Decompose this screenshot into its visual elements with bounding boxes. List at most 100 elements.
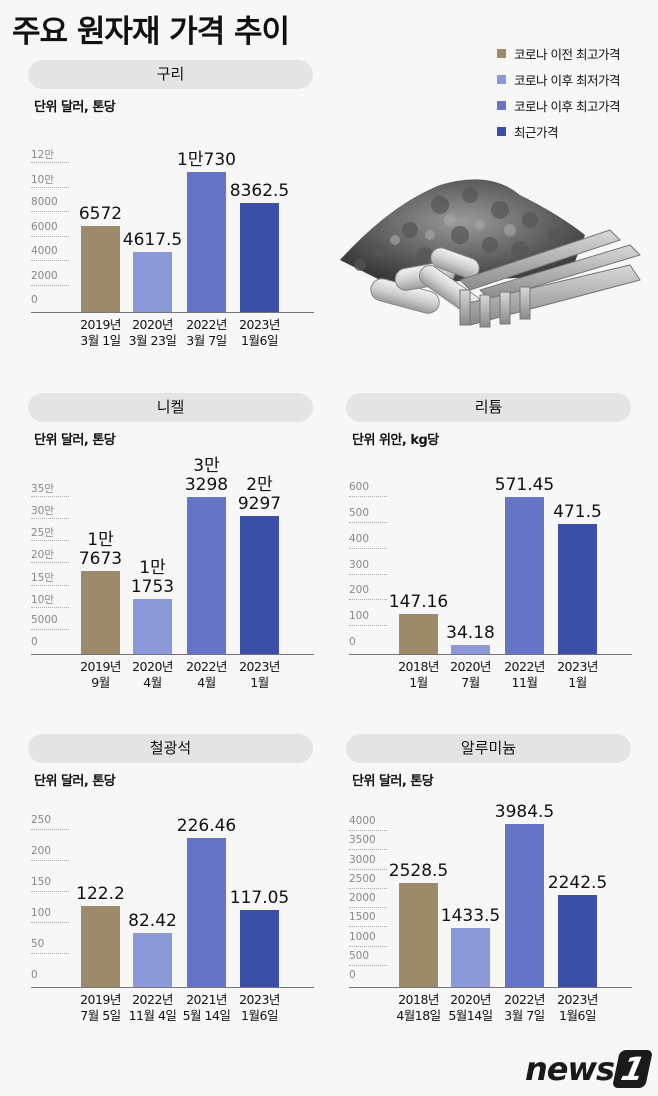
bar-value-line: 2242.5 <box>547 873 608 894</box>
x-category-line: 3월 23일 <box>128 333 177 348</box>
y-tick-label: 100 <box>31 907 69 923</box>
unit-label: 단위 달러, 톤당 <box>34 433 116 448</box>
x-category-label: 2022년 11월 4일 <box>118 992 188 1024</box>
y-tick-label: 600 <box>349 481 387 497</box>
legend-item: 코로나 이후 최저가격 <box>497 66 620 92</box>
x-category-line: 9월 <box>91 675 110 690</box>
y-tick-label: 0 <box>31 969 38 981</box>
y-tick-label: 0 <box>349 969 356 981</box>
x-category-line: 2023년 <box>239 992 280 1007</box>
bar <box>187 497 226 654</box>
bar <box>558 524 597 654</box>
x-axis-line <box>349 654 632 655</box>
x-category-line: 1월 <box>568 675 587 690</box>
bar-value-label: 3만 3298 <box>167 457 247 495</box>
x-category-label: 2022년 3월 7일 <box>172 317 242 349</box>
gridline <box>31 260 69 261</box>
y-tick-label: 400 <box>349 533 387 549</box>
x-category-line: 2022년 <box>186 317 227 332</box>
y-tick-label: 300 <box>349 559 387 575</box>
x-axis-line <box>349 987 632 988</box>
x-category-line: 2023년 <box>239 317 280 332</box>
x-category-line: 2020년 <box>132 317 173 332</box>
gridline <box>349 573 387 575</box>
y-tick-label: 10만 <box>31 592 69 608</box>
legend-label: 최근가격 <box>514 124 559 140</box>
gridline <box>31 496 69 497</box>
x-category-label: 2020년 5월14일 <box>436 992 506 1024</box>
x-category-label: 2019년 7월 5일 <box>66 992 136 1024</box>
gridline <box>349 599 387 601</box>
bar-value-label: 34.18 <box>431 623 511 643</box>
x-category-line: 4월 <box>197 675 216 690</box>
x-category-line: 1월6일 <box>559 1008 596 1023</box>
y-tick-label: 10만 <box>31 172 69 188</box>
x-category-line: 2021년 <box>186 992 227 1007</box>
legend-label: 코로나 이전 최고가격 <box>514 46 620 62</box>
y-tick-label: 1500 <box>349 911 387 928</box>
x-category-line: 2019년 <box>80 992 121 1007</box>
chart-panel-lithium: 리튬 단위 위안, kg당 600 500 400 300 200 100 0 147.16 201… <box>346 393 646 703</box>
x-category-line: 5월 14일 <box>182 1008 231 1023</box>
gridline <box>31 922 69 923</box>
chart-title-pill: 알루미늄 <box>346 734 631 763</box>
y-tick-label: 0 <box>31 636 38 648</box>
legend-swatch-icon <box>497 100 506 110</box>
legend-item: 코로나 이후 최고가격 <box>497 92 620 118</box>
x-category-line: 3월 7일 <box>186 333 227 348</box>
y-tick-label: 25만 <box>31 525 69 542</box>
y-tick-label: 0 <box>31 294 38 306</box>
x-category-line: 1월6일 <box>241 333 278 348</box>
bar-value-line: 571.45 <box>494 474 555 495</box>
unit-label: 단위 달러, 톤당 <box>34 774 116 789</box>
gridline <box>349 547 387 549</box>
y-tick-label: 6000 <box>31 221 69 237</box>
bar-value-label: 1만730 <box>167 150 247 170</box>
x-category-line: 2022년 <box>504 659 545 674</box>
x-category-label: 2023년 1월 <box>543 659 613 691</box>
bar-value-line: 9297 <box>237 493 282 514</box>
bar-value-label: 6572 <box>61 205 141 224</box>
gridline <box>31 829 69 830</box>
bar-value-line: 117.05 <box>229 887 290 908</box>
x-category-line: 7월 5일 <box>80 1008 121 1023</box>
y-tick-label: 20만 <box>31 547 69 564</box>
y-tick-label: 5000 <box>31 614 69 630</box>
x-category-label: 2018년 4월18일 <box>384 992 454 1024</box>
bar <box>187 171 226 312</box>
bar-value-label: 122.2 <box>61 885 141 904</box>
gridline <box>31 584 69 586</box>
bar-value-line: 6572 <box>78 204 123 225</box>
bar-value-label: 3984.5 <box>485 802 565 822</box>
legend-label: 코로나 이후 최고가격 <box>514 98 620 114</box>
legend-swatch-icon <box>497 126 506 136</box>
gridline <box>31 518 69 520</box>
x-category-line: 2020년 <box>450 992 491 1007</box>
bar <box>133 598 172 654</box>
x-category-line: 7월 <box>461 675 480 690</box>
y-tick-label: 500 <box>349 950 387 966</box>
gridline <box>349 964 387 966</box>
y-tick-label: 100 <box>349 610 387 627</box>
chart-panel-copper: 구리 단위 달러, 톤당 12만 10만 8000 6000 4000 2000 0 6572 20… <box>28 60 328 360</box>
x-axis-line <box>31 987 314 988</box>
x-category-line: 3월 1일 <box>80 333 121 348</box>
x-category-line: 2022년 <box>186 659 227 674</box>
bar-value-line: 7673 <box>78 548 123 569</box>
logo-mark: 1 <box>612 1050 654 1088</box>
chart-panel-nickel: 니켈 단위 달러, 톤당 35만 30만 25만 20만 15만 10만 5000 0 1만 7673… <box>28 393 328 703</box>
bar-value-line: 147.16 <box>388 591 449 612</box>
x-category-line: 2022년 <box>132 992 173 1007</box>
y-tick-label: 1000 <box>349 931 387 947</box>
gridline <box>31 162 69 163</box>
gridline <box>31 891 69 892</box>
bar <box>240 515 279 654</box>
gridline <box>349 907 387 908</box>
y-tick-label: 30만 <box>31 503 69 520</box>
x-category-line: 2023년 <box>557 992 598 1007</box>
gridline <box>31 628 69 630</box>
x-category-line: 3월 7일 <box>504 1008 545 1023</box>
y-tick-label: 250 <box>31 814 69 830</box>
bar-value-label: 2만 9297 <box>220 475 300 514</box>
x-category-line: 2018년 <box>398 992 439 1007</box>
